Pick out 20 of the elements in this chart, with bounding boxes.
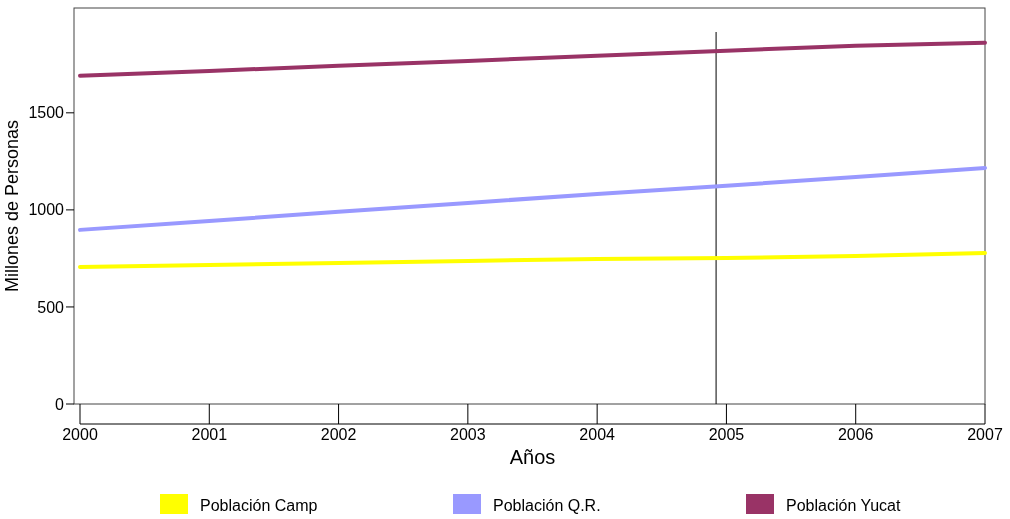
x-tick-label: 2001 xyxy=(191,426,228,443)
y-tick-label: 1500 xyxy=(28,104,65,122)
x-tick-label: 2007 xyxy=(967,426,1003,443)
line-series xyxy=(78,40,987,78)
x-tick-label: 2006 xyxy=(837,426,874,443)
y-tick-label: 0 xyxy=(55,395,65,413)
y-axis-title: Millones de Personas xyxy=(2,119,22,293)
x-axis-title: Años xyxy=(509,446,556,468)
y-tick-label: 500 xyxy=(37,298,65,316)
line-series xyxy=(78,165,987,232)
x-tick-label: 2000 xyxy=(62,426,98,443)
line-series xyxy=(78,250,987,269)
x-tick-label: 2003 xyxy=(450,426,486,443)
legend-label: Población Q.R. xyxy=(493,496,601,514)
x-tick-label: 2004 xyxy=(579,426,616,443)
legend-label: Población Yucat xyxy=(786,496,902,514)
y-tick-label: 1000 xyxy=(28,201,65,219)
x-tick-label: 2002 xyxy=(320,426,357,443)
x-tick-label: 2005 xyxy=(708,426,745,443)
legend-label: Población Camp xyxy=(200,496,318,514)
